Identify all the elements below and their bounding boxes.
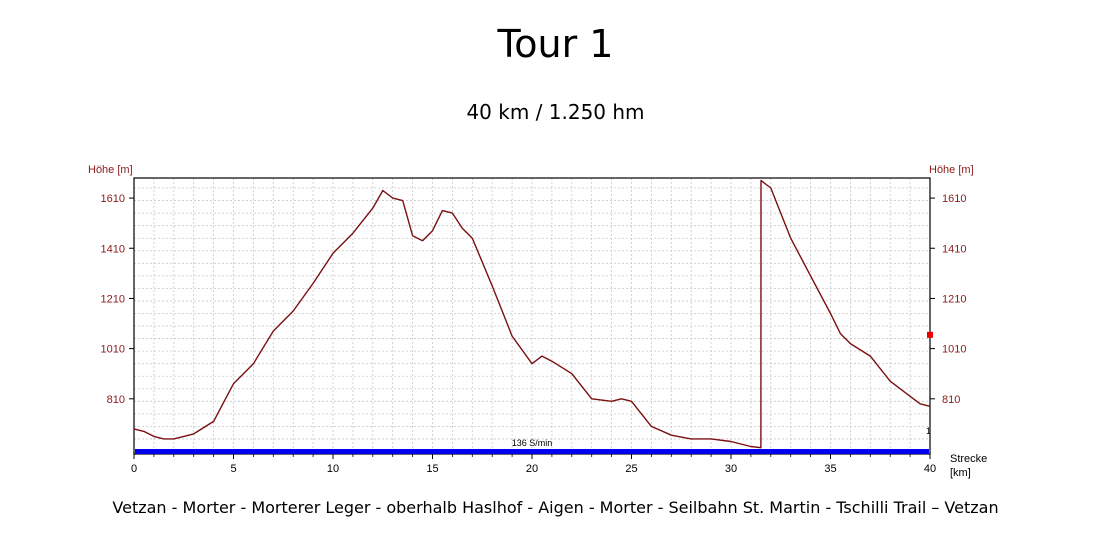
speed-bar-strip xyxy=(135,449,929,454)
y-tick-label-left: 1410 xyxy=(101,243,125,255)
x-axis-label-line1: Strecke xyxy=(950,453,987,465)
y-axis-label-left: Höhe [m] xyxy=(88,164,133,176)
axis-ticks: 810 810 1010 1010 1210 1210 1410 1410 1610 1610 0 5… xyxy=(101,193,967,475)
x-tick-label: 15 xyxy=(426,463,438,475)
x-tick-label: 40 xyxy=(924,463,936,475)
x-tick-label: 0 xyxy=(131,463,137,475)
y-tick-label-left: 1010 xyxy=(101,344,125,356)
elevation-series xyxy=(133,179,931,449)
x-tick-label: 5 xyxy=(230,463,236,475)
y-tick-label-right: 810 xyxy=(942,394,960,406)
y-tick-label-right: 1010 xyxy=(942,344,966,356)
x-tick-label: 25 xyxy=(625,463,637,475)
chart-subtitle: 40 km / 1.250 hm xyxy=(466,100,645,124)
grid-lines xyxy=(134,178,930,454)
y-tick-label-right: 1210 xyxy=(942,293,966,305)
x-tick-label: 20 xyxy=(526,463,538,475)
x-tick-label: 10 xyxy=(327,463,339,475)
x-tick-label: 35 xyxy=(824,463,836,475)
right-axis-extra-tick: 1 xyxy=(926,426,931,436)
x-axis-label-line2: [km] xyxy=(950,467,971,479)
x-tick-label: 30 xyxy=(725,463,737,475)
right-axis-marker xyxy=(927,331,933,338)
y-tick-label-right: 1410 xyxy=(942,243,966,255)
y-tick-label-left: 1210 xyxy=(101,293,125,305)
speed-label: 136 S/min xyxy=(512,438,553,448)
elevation-line xyxy=(133,179,931,449)
chart-title: Tour 1 xyxy=(497,22,614,66)
speed-bar xyxy=(135,449,929,454)
y-tick-label-right: 1610 xyxy=(942,193,966,205)
y-axis-label-right: Höhe [m] xyxy=(929,164,974,176)
y-tick-label-left: 810 xyxy=(107,394,125,406)
route-description: Vetzan - Morter - Morterer Leger - oberh… xyxy=(112,498,999,517)
y-tick-label-left: 1610 xyxy=(101,193,125,205)
